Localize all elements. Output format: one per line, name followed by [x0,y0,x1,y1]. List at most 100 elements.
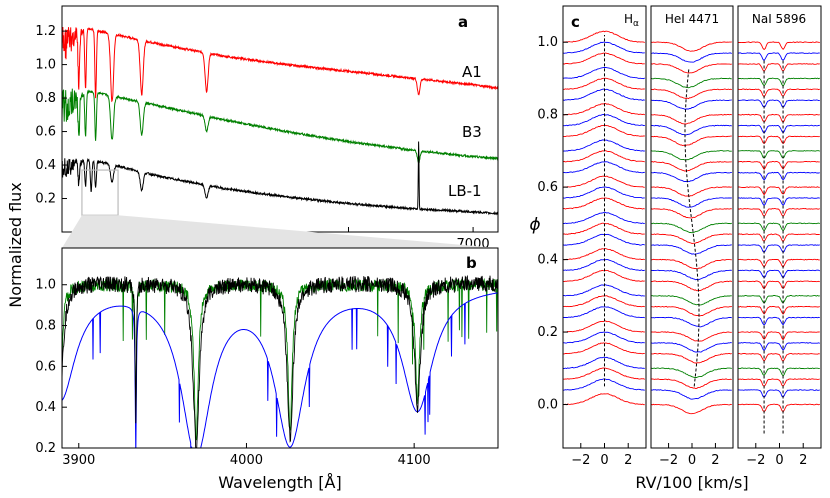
panel-a-plot [61,26,499,216]
y-tick-label-c: 0.4 [537,253,558,268]
phase-curve [651,186,732,197]
phase-curve [563,150,645,163]
y-tick-label-c: 0.6 [537,180,558,195]
panel-b-series [62,274,498,448]
phase-curve [563,342,645,355]
phase-curve [738,222,820,232]
phase-curve [738,88,820,98]
panel-b: 3900 4000 4100 0.2 0.4 0.6 0.8 1.0 b [35,247,499,468]
phase-curve [651,77,732,89]
phase-curve [563,113,645,127]
phase-curve [651,316,732,328]
phase-curve [563,124,645,138]
phase-curve [651,124,732,136]
phase-curve [563,393,645,406]
y-tick-label-a: 1.0 [35,58,56,73]
phase-curve [563,175,645,188]
panel-c-title-halpha: Hα [624,12,639,29]
phase-curve [738,197,820,206]
panel-c-plot [563,30,821,434]
x-tick-label-b: 4100 [398,453,431,468]
panel-c-frame-halpha [562,5,647,449]
phase-curve [651,367,732,378]
phase-curve [651,331,732,342]
spectrum-line-a1 [61,26,499,103]
spectrum-line-b3 [61,88,499,166]
panel-c-label: c [571,13,580,31]
phase-curve [738,113,820,123]
phase-curve [738,352,820,363]
phase-curve [738,258,820,268]
phase-curve [738,331,820,341]
phase-curve [738,52,820,62]
zoom-connector-shade [62,215,498,248]
series-label-lb1: LB-1 [448,182,482,200]
phase-curve [651,244,732,255]
panel-c-series-0 [563,30,646,406]
y-axis-label-phi: ϕ [529,215,540,235]
phase-curve [651,160,732,172]
phase-curve [651,389,732,400]
phase-curve [563,367,646,380]
phase-curve [651,99,732,110]
x-tick-label-b: 4000 [230,453,263,468]
phase-curve [738,41,820,51]
phase-curve [651,353,732,364]
phase-curve [563,331,645,344]
panel-b-ticks: 3900 4000 4100 0.2 0.4 0.6 0.8 1.0 [35,278,430,468]
phase-curve [651,222,732,234]
phase-curve [651,113,732,125]
phase-curve [738,186,820,196]
zoom-connector [62,215,498,248]
panel-a: 40005000600070000.20.40.60.81.01.2 a A1 … [35,5,499,252]
panel-b-plot [62,274,498,448]
phase-curve [738,99,820,108]
phase-curve [563,320,645,333]
panel-c: −2 0 2 −2 0 2 −2 0 20.00.20.40.60.81.0 c Hα HeI … [537,5,822,468]
phase-curve [563,161,645,174]
phase-curve [651,150,732,161]
phase-curve [738,171,820,181]
y-tick-label-c: 1.0 [537,35,558,50]
phase-curve [738,342,820,352]
phase-curve [563,139,645,152]
phase-curve [563,77,645,90]
phase-curve [738,305,820,315]
phase-curve [651,135,732,147]
panel-c-title-nai: NaI 5896 [752,12,806,26]
phase-curve [738,77,820,87]
panel-a-frame [61,5,499,233]
phase-curve [563,103,646,116]
phase-curve [651,280,733,292]
panel-b-frame [61,247,499,449]
spectrum-line-black [62,274,498,448]
phase-curve [563,295,645,308]
y-tick-label-b: 0.4 [35,400,56,415]
phase-curve [651,342,732,353]
phase-curve [563,378,645,391]
phase-curve [563,306,645,319]
phase-curve [563,233,645,246]
phase-curve [738,63,820,73]
spectrum-line-lb-1 [61,141,499,216]
series-label-b3: B3 [462,123,482,141]
panel-c-title-hei: HeI 4471 [665,12,719,26]
phase-curve [651,197,732,208]
phase-curve [651,171,732,183]
y-tick-label-c: 0.8 [537,108,558,123]
phase-curve [738,233,820,243]
phase-curve [738,378,820,387]
phase-curve [563,222,645,235]
phase-curve [738,124,820,134]
y-tick-label-b: 0.8 [35,319,56,334]
y-tick-label-b: 1.0 [35,278,56,293]
y-tick-label-b: 0.2 [35,441,56,456]
phase-curve [563,197,645,210]
panel-c-label-bg [568,12,588,30]
rv-guide-curve [684,67,700,387]
phase-curve [563,186,645,199]
x-axis-label-rv: RV/100 [km/s] [635,473,748,492]
panel-c-frame-nai [737,5,822,449]
x-tick-label-c: 2 [711,453,719,468]
phase-curve [651,52,732,63]
